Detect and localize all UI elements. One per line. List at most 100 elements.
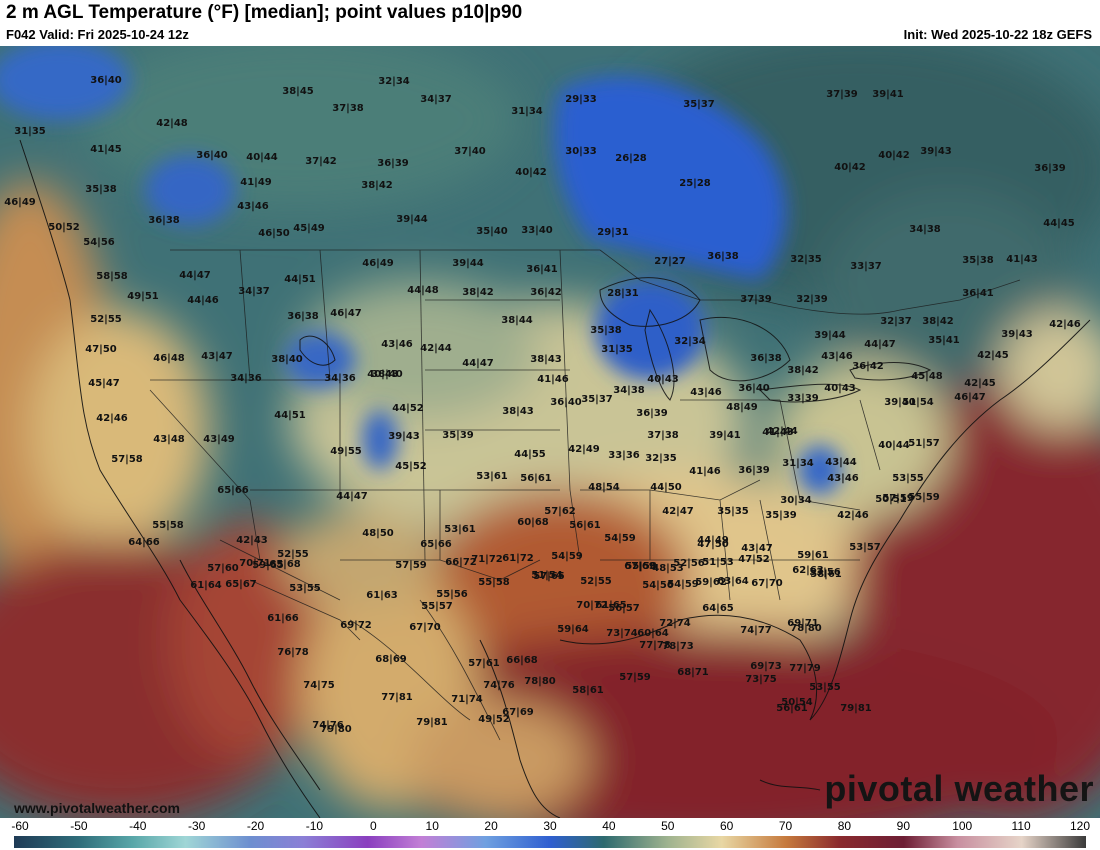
point-value-label: 35|37 [581,394,613,405]
point-value-label: 38|44 [501,315,533,326]
point-value-label: 42|46 [1049,319,1081,330]
point-value-label: 55|56 [436,589,468,600]
point-value-label: 44|47 [864,339,896,350]
point-value-label: 33|39 [787,393,819,404]
point-value-label: 33|36 [608,450,640,461]
point-value-label: 30|33 [565,146,597,157]
point-value-label: 74|76 [483,680,515,691]
point-value-label: 53|61 [444,524,476,535]
point-value-label: 32|39 [796,294,828,305]
point-value-label: 43|44 [825,457,857,468]
point-value-label: 60|68 [517,517,549,528]
point-value-label: 52|55 [580,576,612,587]
point-value-label: 37|40 [454,146,486,157]
point-value-label: 55|58 [625,561,657,572]
point-value-label: 42|44 [420,343,452,354]
point-value-label: 28|31 [607,288,639,299]
point-value-label: 61|72 [502,553,534,564]
point-value-label: 50|52 [48,222,80,233]
point-value-label: 39|40 [884,397,916,408]
point-value-label: 39|43 [1001,329,1033,340]
point-value-label: 42|43 [236,535,268,546]
point-value-label: 79|80 [320,724,352,735]
point-value-label: 44|46 [187,295,219,306]
point-value-label: 44|47 [336,491,368,502]
point-value-label: 73|74 [606,628,638,639]
point-value-label: 67|69 [502,707,534,718]
point-value-label: 35|37 [683,99,715,110]
point-value-label: 59|65 [252,560,284,571]
colorbar-tick-label: -50 [70,819,88,833]
point-value-label: 44|55 [514,449,546,460]
point-value-label: 36|39 [377,158,409,169]
point-value-label: 25|28 [679,178,711,189]
state-borders [149,249,1021,741]
point-value-label: 36|38 [707,251,739,262]
point-value-label: 52|56 [673,558,705,569]
point-value-label: 43|46 [237,201,269,212]
point-value-label: 63|64 [717,576,749,587]
point-value-label: 54|59 [667,579,699,590]
point-value-label: 37|38 [332,103,364,114]
point-value-label: 43|49 [203,434,235,445]
point-value-label: 31|35 [14,126,46,137]
point-value-label: 66|72 [445,557,477,568]
point-value-label: 33|40 [521,225,553,236]
point-value-label: 37|42 [305,156,337,167]
point-value-label: 77|81 [381,692,413,703]
point-value-label: 53|61 [476,471,508,482]
coastlines [19,139,1091,818]
point-value-label: 31|34 [782,458,814,469]
point-value-label: 41|43 [762,427,794,438]
point-value-label: 34|38 [909,224,941,235]
point-value-label: 42|46 [96,413,128,424]
point-value-label: 36|38 [148,215,180,226]
colorbar-tick-label: -10 [305,819,324,833]
colorbar-tick-label: 30 [543,819,557,833]
point-value-label: 44|47 [462,358,494,369]
point-value-label: 32|37 [880,316,912,327]
temperature-map[interactable]: 36|40 32|34 38|45 34|37 37|38 31|34 29|33 35|37… [0,46,1100,818]
colorbar-tick-label: 80 [837,819,852,833]
point-value-label: 36|41 [526,264,558,275]
point-value-label: 44|49 [697,535,729,546]
point-value-label: 34|37 [238,286,270,297]
point-value-label: 51|54 [531,570,563,581]
point-value-label: 39|44 [396,214,428,225]
point-value-label: 36|42 [530,287,562,298]
point-value-label: 53|55 [809,682,841,693]
colorbar-tick-label: 70 [778,819,793,833]
point-value-label: 53|55 [289,583,321,594]
point-value-label: 35|39 [765,510,797,521]
point-value-label: 42|48 [156,118,188,129]
point-value-label: 37|38 [647,430,679,441]
colorbar-tick-label: 90 [896,819,911,833]
point-value-label: 76|78 [277,647,309,658]
colorbar-tick-label: -60 [11,819,29,833]
colorbar-tick-label: -30 [187,819,206,833]
colorbar-strip [14,836,1086,848]
point-value-label: 39|41 [709,430,741,441]
point-value-label: 34|38 [613,385,645,396]
colorbar-tick-label: 120 [1069,819,1091,833]
point-value-label: 68|69 [375,654,407,665]
point-value-label: 56|61 [569,520,601,531]
colorbar-tick-label: 110 [1011,819,1031,833]
colorbar-tick-label: 100 [952,819,973,833]
point-value-label: 70|72 [576,600,608,611]
point-value-label: 42|44 [766,426,798,437]
great-lakes [299,277,932,403]
point-value-label: 36|40 [550,397,582,408]
point-value-label: 35|38 [85,184,117,195]
point-value-label: 32|35 [645,453,677,464]
point-value-label: 43|46 [381,339,413,350]
point-value-label: 57|59 [619,672,651,683]
point-value-label: 56|61 [776,703,808,714]
point-value-label: 48|54 [588,482,620,493]
point-value-label: 41|49 [240,177,272,188]
point-value-label: 43|46 [821,351,853,362]
point-value-label: 36|42 [852,361,884,372]
point-value-label: 48|50 [362,528,394,539]
point-value-label: 44|50 [650,482,682,493]
point-value-label: 41|43 [1006,254,1038,265]
